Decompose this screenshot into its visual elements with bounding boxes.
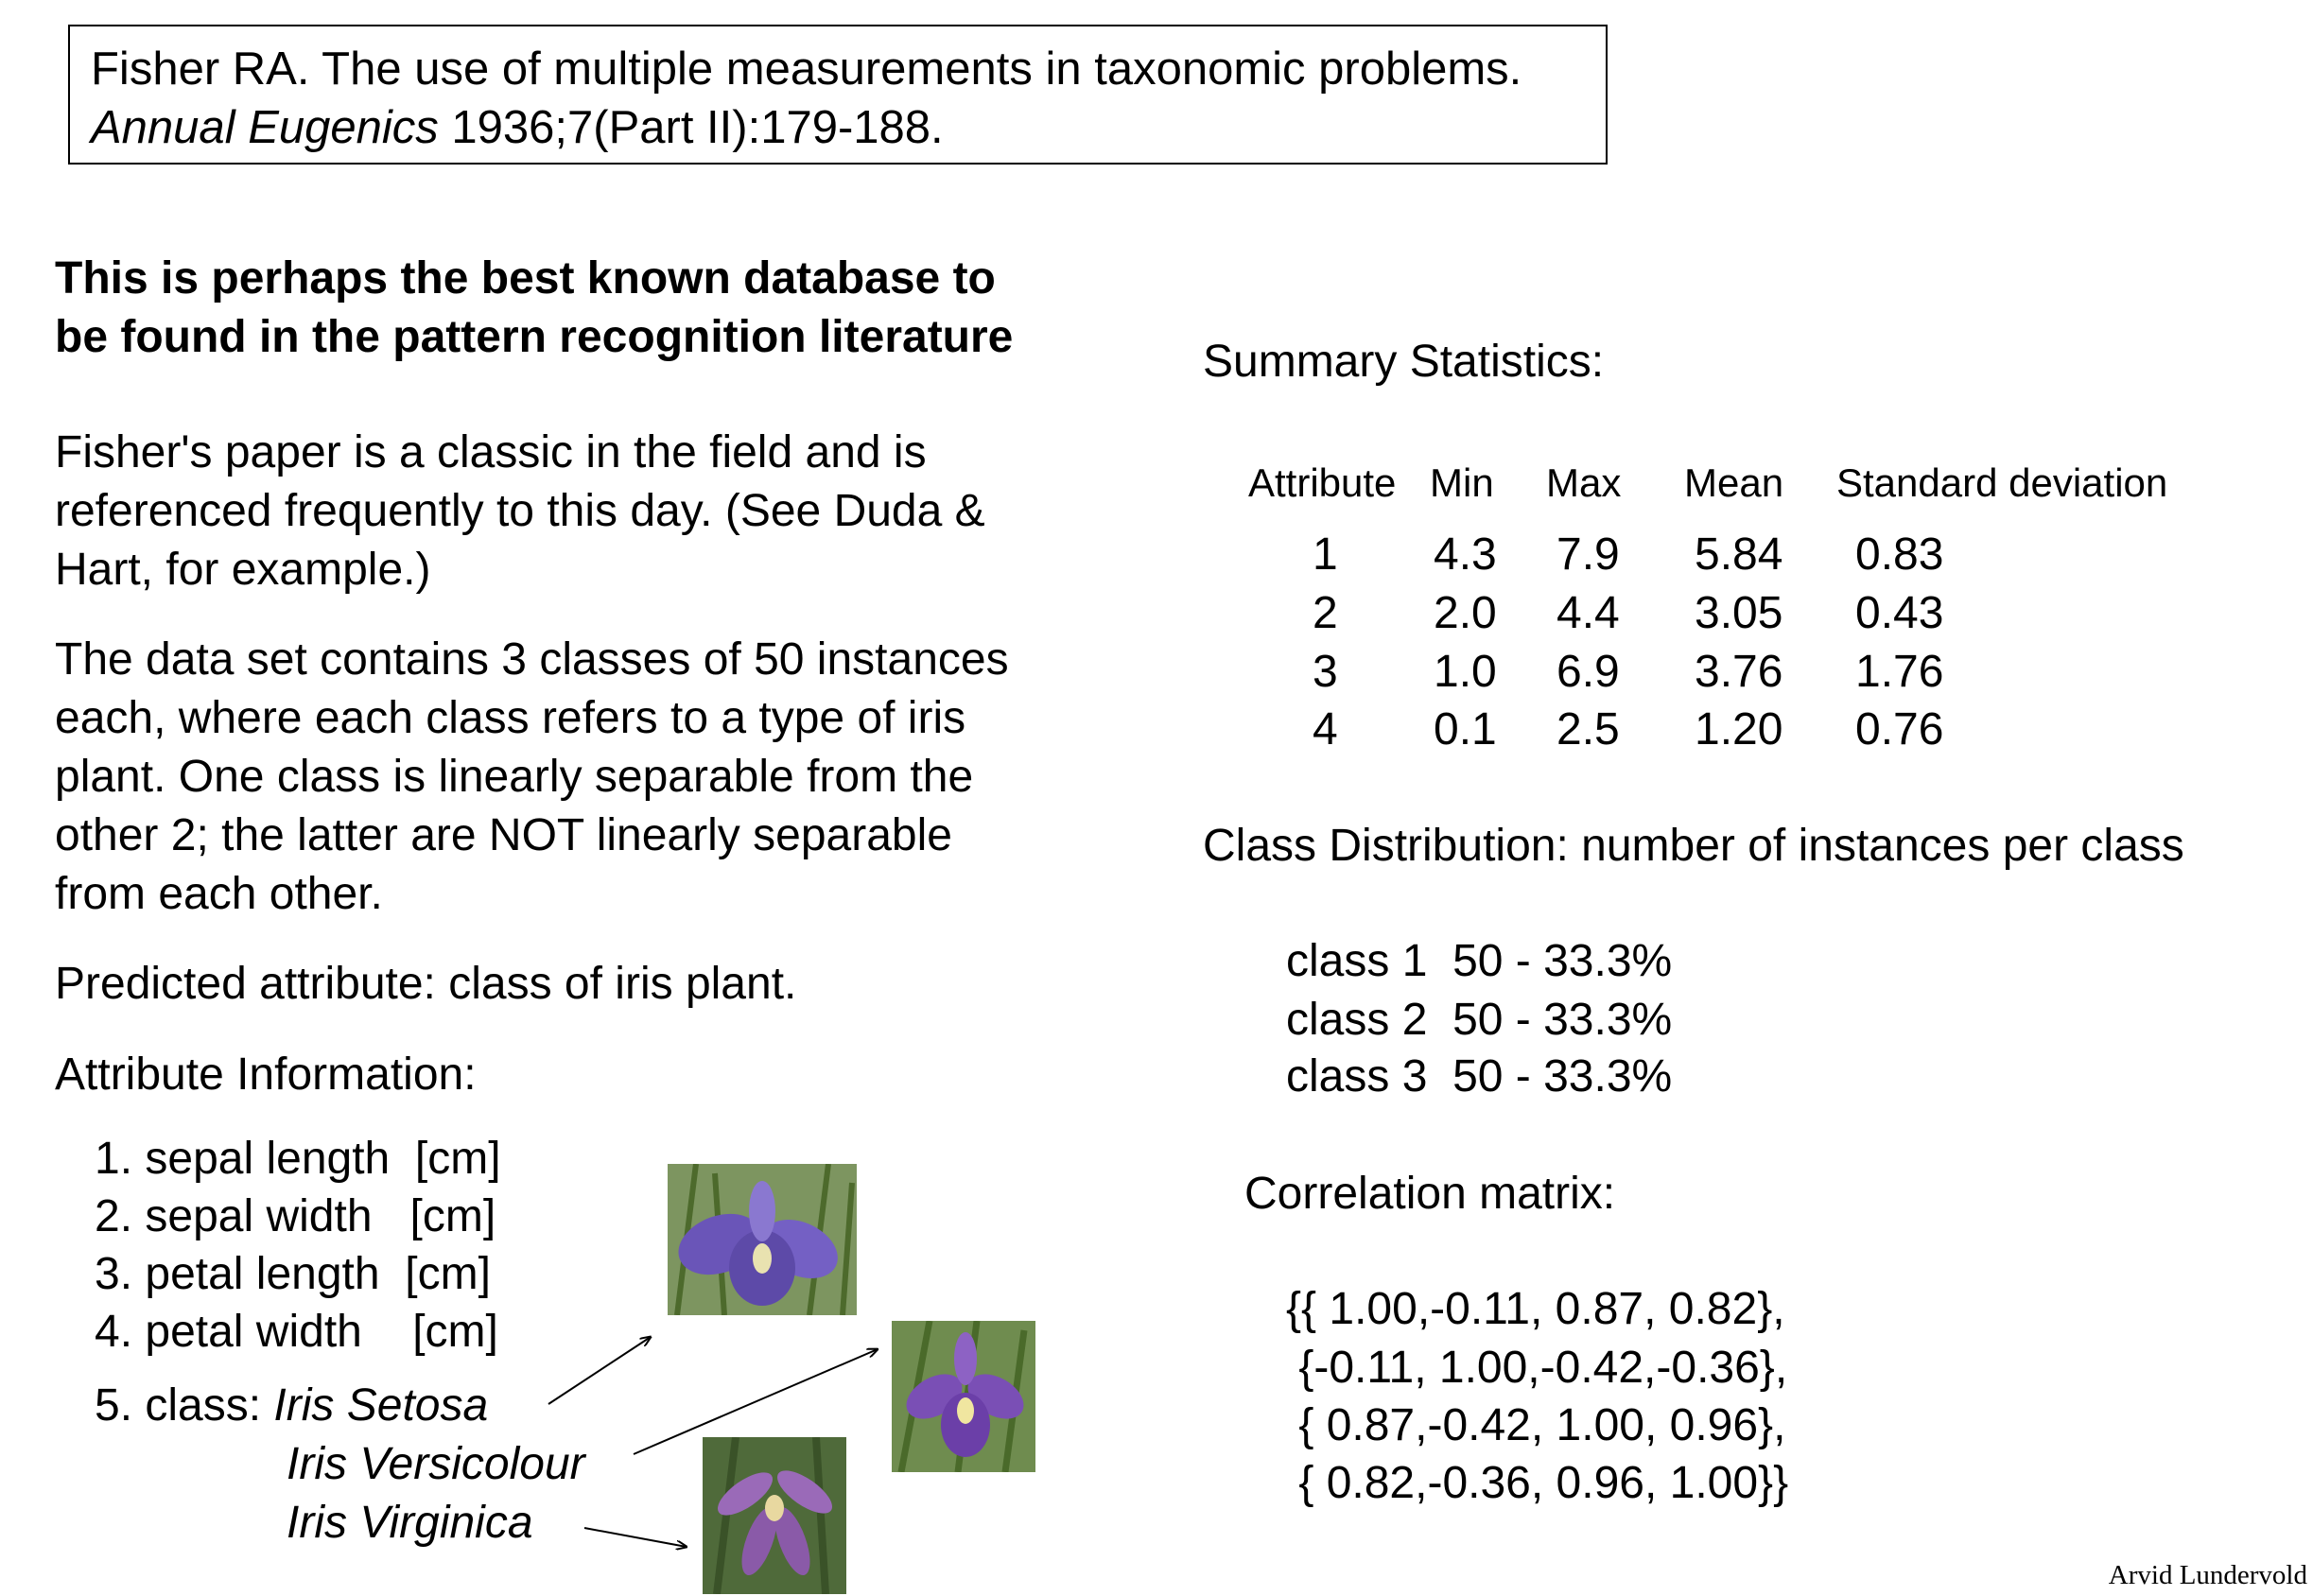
stats-cell: 1.0: [1434, 647, 1497, 697]
matrix-row: {-0.11, 1.00,-0.42,-0.36},: [1286, 1343, 1788, 1393]
stats-cell: 3.05: [1695, 588, 1783, 638]
citation-box: Fisher RA. The use of multiple measureme…: [68, 25, 1608, 165]
class-distribution-title: Class Distribution: number of instances …: [1203, 821, 2184, 871]
iris-setosa-photo: [668, 1164, 857, 1315]
class-prefix: 5. class:: [95, 1380, 274, 1431]
iris-virginica-photo: [703, 1437, 846, 1594]
paragraph-line: referenced frequently to this day. (See …: [55, 486, 985, 536]
stats-cell: 2: [1313, 588, 1338, 638]
correlation-matrix-title: Correlation matrix:: [1244, 1169, 1616, 1219]
lead-line: be found in the pattern recognition lite…: [55, 312, 1014, 362]
class-name-versicolour: Iris Versicolour: [287, 1439, 585, 1489]
paragraph-line: Fisher's paper is a classic in the field…: [55, 427, 927, 477]
class-name-virginica: Iris Virginica: [287, 1498, 533, 1548]
stats-header-max: Max: [1546, 460, 1622, 505]
distribution-row: class 1 50 - 33.3%: [1286, 936, 1673, 986]
iris-versicolour-photo: [892, 1321, 1035, 1472]
paragraph-line: from each other.: [55, 869, 383, 919]
class-name-setosa: Iris Setosa: [273, 1380, 489, 1431]
class-item: 5. class: Iris Setosa: [95, 1377, 585, 1435]
predicted-attribute: Predicted attribute: class of iris plant…: [55, 959, 797, 1009]
class-list: 5. class: Iris Setosa Iris Versicolour I…: [95, 1377, 585, 1553]
attribute-list: 1. sepal length [cm] 2. sepal width [cm]…: [95, 1130, 501, 1361]
arrow-versicolour: [633, 1349, 878, 1455]
matrix-row: {{ 1.00,-0.11, 0.87, 0.82},: [1286, 1284, 1785, 1334]
stats-cell: 0.83: [1855, 529, 1944, 580]
stats-cell: 6.9: [1556, 647, 1620, 697]
paragraph-line: other 2; the latter are NOT linearly sep…: [55, 810, 952, 860]
lead-heading: This is perhaps the best known database …: [55, 250, 1123, 367]
stats-cell: 0.76: [1855, 704, 1944, 755]
paragraph-fisher: Fisher's paper is a classic in the field…: [55, 424, 1123, 599]
stats-cell: 0.43: [1855, 588, 1944, 638]
attribute-item: 1. sepal length [cm]: [95, 1134, 501, 1184]
stats-cell: 0.1: [1434, 704, 1497, 755]
citation-ref: 1936;7(Part II):179-188.: [438, 102, 944, 153]
attribute-item: 2. sepal width [cm]: [95, 1191, 496, 1241]
paragraph-line: plant. One class is linearly separable f…: [55, 752, 974, 802]
class-arrows: [548, 0, 1135, 1596]
stats-cell: 1.76: [1855, 647, 1944, 697]
stats-cell: 3.76: [1695, 647, 1783, 697]
matrix-row: { 0.87,-0.42, 1.00, 0.96},: [1286, 1400, 1786, 1450]
stats-cell: 4.3: [1434, 529, 1497, 580]
matrix-row: { 0.82,-0.36, 0.96, 1.00}}: [1286, 1458, 1789, 1508]
paragraph-line: The data set contains 3 classes of 50 in…: [55, 634, 1009, 685]
stats-cell: 5.84: [1695, 529, 1783, 580]
stats-cell: 1: [1313, 529, 1338, 580]
arrow-setosa: [548, 1337, 651, 1405]
citation-journal: Annual Eugenics: [91, 102, 439, 153]
stats-header-std: Standard deviation: [1836, 460, 2168, 505]
stats-cell: 4: [1313, 704, 1338, 755]
stats-header-attribute: Attribute: [1248, 460, 1397, 505]
stats-cell: 2.5: [1556, 704, 1620, 755]
stats-header-min: Min: [1430, 460, 1494, 505]
stats-cell: 2.0: [1434, 588, 1497, 638]
citation-line-2: Annual Eugenics 1936;7(Part II):179-188.: [91, 98, 1606, 157]
lead-line: This is perhaps the best known database …: [55, 253, 996, 304]
summary-statistics-title: Summary Statistics:: [1203, 337, 1605, 387]
distribution-row: class 2 50 - 33.3%: [1286, 995, 1673, 1045]
paragraph-line: Hart, for example.): [55, 545, 431, 595]
attribute-item: 3. petal length [cm]: [95, 1249, 491, 1299]
distribution-row: class 3 50 - 33.3%: [1286, 1051, 1673, 1102]
attribute-info-title: Attribute Information:: [55, 1050, 477, 1100]
arrow-virginica: [583, 1527, 687, 1547]
stats-cell: 4.4: [1556, 588, 1620, 638]
citation-line-1: Fisher RA. The use of multiple measureme…: [91, 43, 1522, 95]
attribute-item: 4. petal width [cm]: [95, 1307, 498, 1357]
paragraph-dataset: The data set contains 3 classes of 50 in…: [55, 631, 1123, 924]
stats-header-mean: Mean: [1684, 460, 1784, 505]
author-credit: Arvid Lundervold: [2108, 1560, 2307, 1590]
stats-cell: 3: [1313, 647, 1338, 697]
stats-cell: 7.9: [1556, 529, 1620, 580]
stats-cell: 1.20: [1695, 704, 1783, 755]
paragraph-line: each, where each class refers to a type …: [55, 693, 966, 743]
